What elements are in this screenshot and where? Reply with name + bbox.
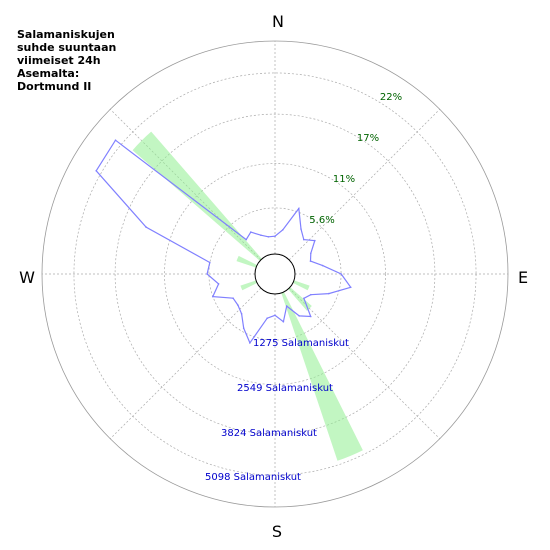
title-line-3: viimeiset 24h bbox=[17, 54, 101, 67]
count-point bbox=[300, 228, 302, 230]
count-point bbox=[240, 313, 243, 315]
percent-ring-label-4: 22% bbox=[380, 92, 402, 103]
count-ring-label-3: 3824 Salamaniskut bbox=[221, 428, 317, 439]
count-point bbox=[303, 297, 305, 300]
count-line bbox=[95, 139, 352, 345]
compass-south-label: S bbox=[272, 522, 282, 541]
count-point bbox=[209, 261, 211, 264]
count-point bbox=[340, 273, 343, 275]
count-point bbox=[303, 238, 305, 241]
count-point bbox=[310, 252, 312, 255]
count-point bbox=[145, 226, 147, 228]
title-line-2: suhde suuntaan bbox=[17, 41, 117, 54]
count-ring-label-1: 1275 Salamaniskut bbox=[253, 338, 349, 349]
spoke-135 bbox=[288, 287, 441, 440]
count-ring-label-2: 2549 Salamaniskut bbox=[237, 383, 333, 394]
count-point bbox=[285, 305, 288, 307]
spoke-315 bbox=[109, 108, 262, 261]
count-point bbox=[232, 297, 234, 300]
count-point bbox=[310, 293, 312, 296]
count-point bbox=[206, 273, 208, 275]
count-point bbox=[249, 342, 251, 344]
count-point bbox=[114, 139, 117, 141]
count-point bbox=[314, 239, 316, 242]
title-line-4: Asemalta: bbox=[17, 67, 80, 80]
count-point bbox=[349, 286, 352, 289]
center-circle bbox=[254, 253, 296, 295]
percent-bars-layer bbox=[132, 131, 363, 461]
count-point bbox=[217, 283, 220, 285]
count-point bbox=[250, 231, 252, 233]
spoke-225 bbox=[109, 287, 262, 440]
count-point bbox=[95, 170, 97, 172]
compass-north-label: N bbox=[272, 12, 284, 31]
compass-west-label: W bbox=[19, 268, 35, 287]
center-layer bbox=[254, 253, 296, 295]
count-point bbox=[212, 295, 214, 298]
percent-ring-label-2: 11% bbox=[333, 174, 355, 185]
count-point bbox=[260, 234, 262, 236]
count-point bbox=[266, 317, 269, 320]
compass-east-label: E bbox=[518, 268, 528, 287]
percent-ring-2 bbox=[164, 163, 386, 385]
percent-bar-4 bbox=[240, 280, 258, 291]
title-line-5: Dortmund II bbox=[17, 80, 92, 93]
count-point bbox=[274, 314, 276, 317]
count-point bbox=[309, 315, 312, 318]
count-point bbox=[237, 304, 239, 306]
count-point bbox=[282, 320, 285, 323]
percent-bar-1 bbox=[281, 291, 363, 461]
percent-bar-3 bbox=[288, 287, 312, 311]
percent-ring-3 bbox=[114, 113, 436, 435]
count-point bbox=[282, 229, 284, 231]
count-point bbox=[267, 236, 270, 238]
count-point bbox=[274, 235, 276, 237]
percent-bar-2 bbox=[132, 131, 262, 261]
count-point bbox=[328, 292, 330, 295]
spoke-45 bbox=[288, 108, 441, 261]
count-ring-label-4: 5098 Salamaniskut bbox=[205, 472, 301, 483]
count-point bbox=[321, 264, 324, 267]
title-line-1: Salamaniskujen bbox=[17, 28, 115, 41]
percent-bar-5 bbox=[236, 255, 258, 268]
chart-title: Salamaniskujen suhde suuntaan viimeiset … bbox=[17, 28, 116, 93]
count-point bbox=[298, 207, 300, 210]
percent-ring-label-1: 5.6% bbox=[309, 215, 334, 226]
count-point bbox=[298, 315, 301, 317]
percent-bar-6 bbox=[292, 280, 310, 291]
percent-ring-label-3: 17% bbox=[357, 133, 379, 144]
count-line-layer bbox=[95, 139, 352, 345]
count-point bbox=[242, 327, 245, 330]
count-point bbox=[309, 260, 312, 262]
count-point bbox=[245, 238, 247, 241]
